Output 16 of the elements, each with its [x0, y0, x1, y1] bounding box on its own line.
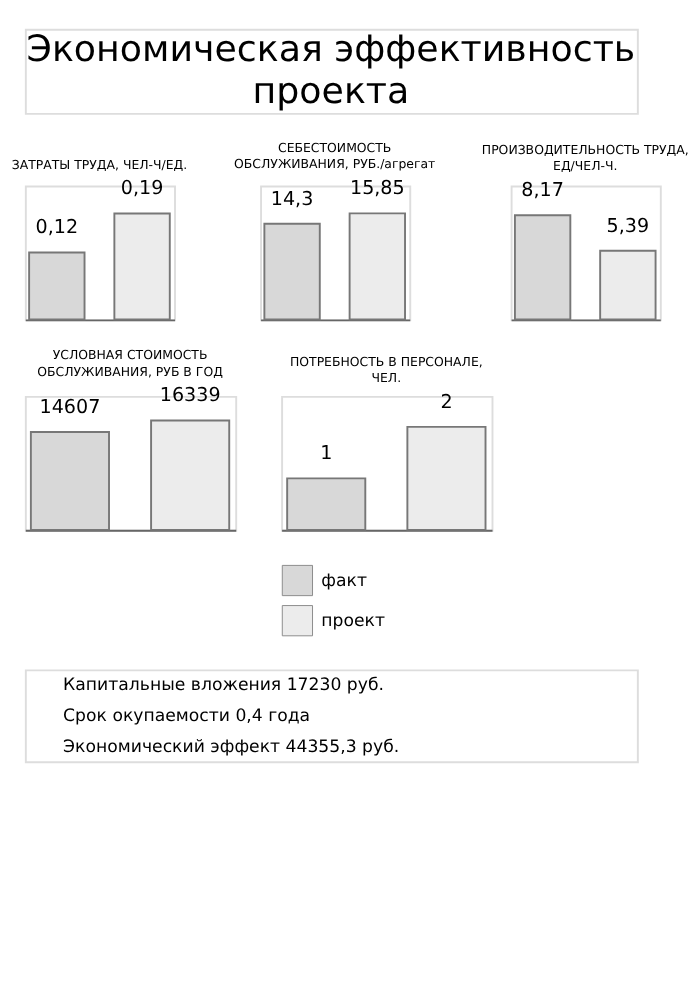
text: Экономическая эффективность проекта: [26, 29, 636, 114]
data-label: 0,19: [120, 178, 164, 201]
data-label: 8,17: [521, 180, 564, 203]
data-label: 5,39: [606, 215, 650, 238]
text: Экономический эффект 44355,3 руб.: [63, 737, 400, 758]
data-label: 1: [320, 443, 333, 466]
data-label: 2: [440, 391, 453, 414]
data-label: 14607: [39, 396, 101, 419]
data-label: 15,85: [349, 178, 405, 201]
legend-label: проект: [321, 612, 385, 633]
data-label: 14,3: [270, 188, 314, 211]
text: Капитальные вложения 17230 руб.: [63, 676, 384, 697]
data-label: 0,12: [35, 217, 79, 240]
data-label: 16339: [159, 385, 221, 408]
text: Срок окупаемости 0,4 года: [63, 707, 311, 728]
legend-label: факт: [321, 572, 367, 593]
